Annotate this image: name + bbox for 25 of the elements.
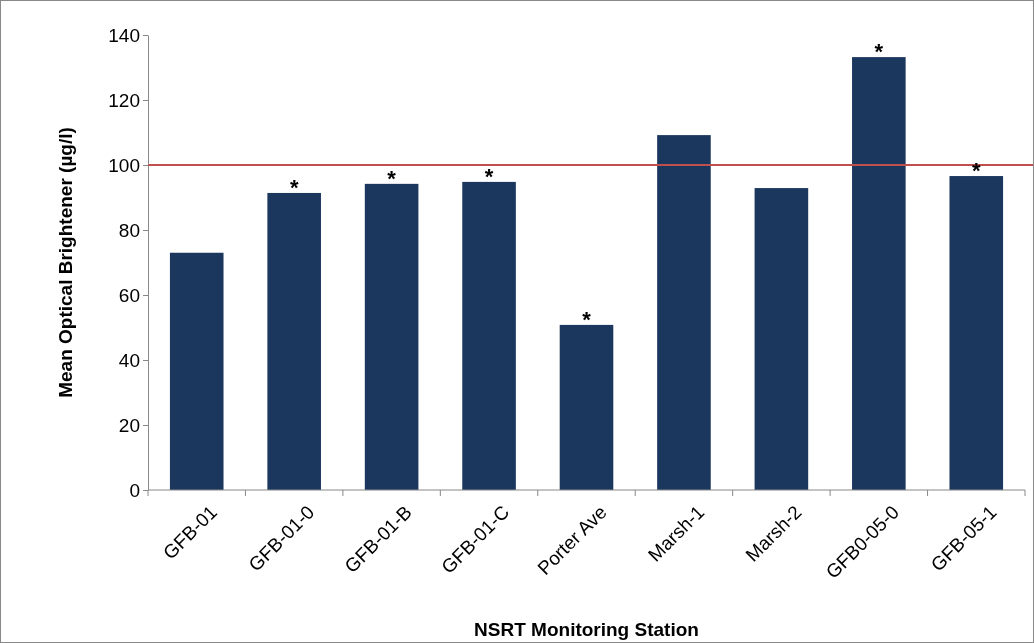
annotation: *: [289, 174, 299, 200]
y-tick-label: 80: [118, 219, 140, 241]
y-tick-label: 100: [108, 154, 140, 176]
y-axis-title: Mean Optical Brightener (µg/l): [55, 127, 76, 398]
annotation: *: [484, 163, 494, 189]
x-axis-title: NSRT Monitoring Station: [474, 619, 699, 640]
annotation: *: [582, 306, 592, 332]
annotation: *: [874, 39, 884, 65]
y-tick-label: 140: [108, 24, 140, 46]
bar: [364, 183, 419, 490]
y-tick-label: 20: [118, 414, 140, 436]
y-tick-label: 0: [129, 479, 140, 501]
bar: [462, 181, 516, 490]
bar: [169, 252, 224, 490]
bar: [852, 57, 906, 490]
bar: [267, 192, 321, 490]
bar: [559, 324, 614, 490]
bar: [949, 176, 1004, 490]
y-tick-label: 60: [118, 284, 140, 306]
annotation: *: [387, 165, 397, 191]
y-tick-label: 40: [118, 349, 140, 371]
bar: [657, 135, 711, 490]
bar: [754, 188, 809, 490]
annotation: *: [972, 158, 981, 184]
y-tick-label: 120: [108, 89, 140, 111]
